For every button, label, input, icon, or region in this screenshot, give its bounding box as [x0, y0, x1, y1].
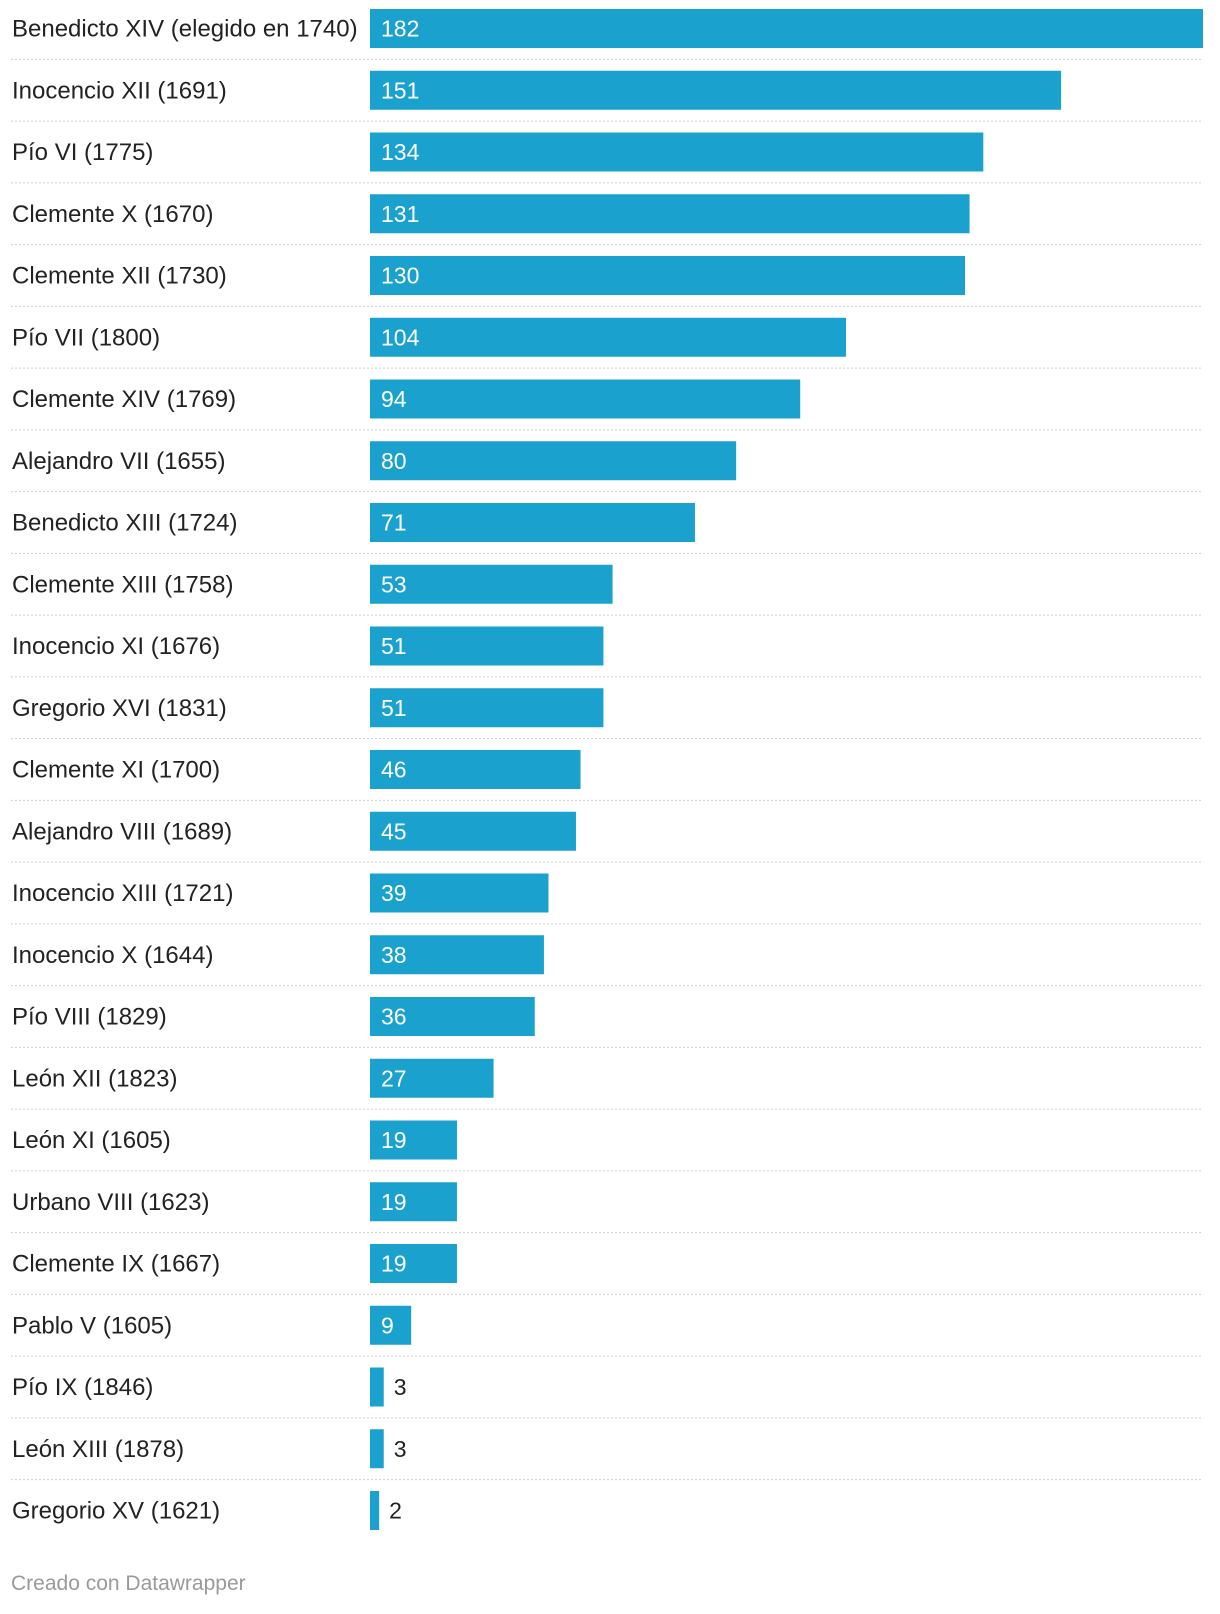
- category-label: Clemente XI (1700): [12, 757, 220, 784]
- category-label: Clemente XIV (1769): [12, 386, 236, 413]
- bar[interactable]: [370, 1429, 384, 1469]
- bar[interactable]: [370, 873, 549, 913]
- category-label: Clemente XIII (1758): [12, 571, 233, 598]
- bar[interactable]: [370, 1491, 380, 1530]
- value-label: 45: [381, 818, 407, 844]
- category-label: Alejandro VII (1655): [12, 448, 225, 475]
- category-label: Benedicto XIII (1724): [12, 510, 237, 537]
- category-label: Clemente X (1670): [12, 201, 213, 228]
- bar[interactable]: [370, 70, 1062, 110]
- category-label: Inocencio XII (1691): [12, 77, 227, 104]
- value-label: 39: [381, 880, 407, 906]
- category-label: Pío VIII (1829): [12, 1004, 167, 1031]
- bar[interactable]: [370, 564, 613, 604]
- category-label: Pablo V (1605): [12, 1312, 172, 1339]
- value-label: 51: [381, 695, 407, 721]
- bar[interactable]: [370, 935, 544, 975]
- bar[interactable]: [370, 750, 581, 789]
- value-label: 71: [381, 510, 407, 536]
- bar[interactable]: [370, 132, 984, 172]
- bar[interactable]: [370, 317, 846, 357]
- category-label: Gregorio XV (1621): [12, 1498, 220, 1525]
- bar[interactable]: [370, 256, 965, 295]
- value-label: 2: [389, 1498, 402, 1524]
- value-label: 53: [381, 571, 407, 597]
- category-label: León XII (1823): [12, 1065, 177, 1092]
- bar[interactable]: [370, 503, 695, 542]
- value-label: 38: [381, 942, 407, 968]
- value-label: 182: [381, 16, 419, 42]
- footer-credit[interactable]: Creado con Datawrapper: [11, 1572, 246, 1595]
- value-label: 130: [381, 263, 419, 289]
- value-label: 151: [381, 77, 419, 103]
- category-label: Inocencio XIII (1721): [12, 880, 233, 907]
- bar[interactable]: [370, 811, 576, 851]
- bar[interactable]: [370, 1120, 457, 1160]
- bar[interactable]: [370, 1305, 412, 1345]
- category-label: León XI (1605): [12, 1127, 171, 1154]
- category-label: Clemente IX (1667): [12, 1251, 220, 1278]
- category-label: Clemente XII (1730): [12, 263, 227, 290]
- bar[interactable]: [370, 1367, 384, 1407]
- bar[interactable]: [370, 1058, 494, 1098]
- bar[interactable]: [370, 1244, 457, 1283]
- bar[interactable]: [370, 441, 737, 481]
- bar[interactable]: [370, 997, 535, 1036]
- bar[interactable]: [370, 379, 801, 419]
- value-label: 46: [381, 757, 407, 783]
- category-label: Pío VII (1800): [12, 324, 160, 351]
- value-label: 134: [381, 139, 420, 165]
- category-label: Inocencio X (1644): [12, 942, 213, 969]
- value-label: 19: [381, 1251, 407, 1277]
- bar-chart: Benedicto XIV (elegido en 1740) 182 Inocen…: [11, 9, 1203, 1530]
- category-label: Alejandro VIII (1689): [12, 818, 232, 845]
- value-label: 36: [381, 1004, 407, 1030]
- bar[interactable]: [370, 1182, 457, 1222]
- value-label: 27: [381, 1065, 407, 1091]
- value-label: 19: [381, 1189, 407, 1215]
- value-label: 131: [381, 201, 419, 227]
- category-label: Inocencio XI (1676): [12, 633, 220, 660]
- bar[interactable]: [370, 626, 604, 666]
- value-label: 104: [381, 324, 420, 350]
- value-label: 94: [381, 386, 407, 412]
- value-label: 80: [381, 448, 407, 474]
- category-label: Gregorio XVI (1831): [12, 695, 227, 722]
- category-label: Pío VI (1775): [12, 139, 153, 166]
- category-label: Pío IX (1846): [12, 1374, 153, 1401]
- category-label: León XIII (1878): [12, 1436, 184, 1463]
- bar[interactable]: [370, 9, 1203, 48]
- value-label: 51: [381, 633, 407, 659]
- value-label: 3: [394, 1436, 407, 1462]
- category-label: Benedicto XIV (elegido en 1740): [12, 16, 358, 43]
- bar[interactable]: [370, 688, 604, 728]
- value-label: 19: [381, 1127, 407, 1153]
- value-label: 3: [394, 1374, 407, 1400]
- bar[interactable]: [370, 194, 970, 234]
- value-label: 9: [381, 1312, 394, 1338]
- category-label: Urbano VIII (1623): [12, 1189, 209, 1216]
